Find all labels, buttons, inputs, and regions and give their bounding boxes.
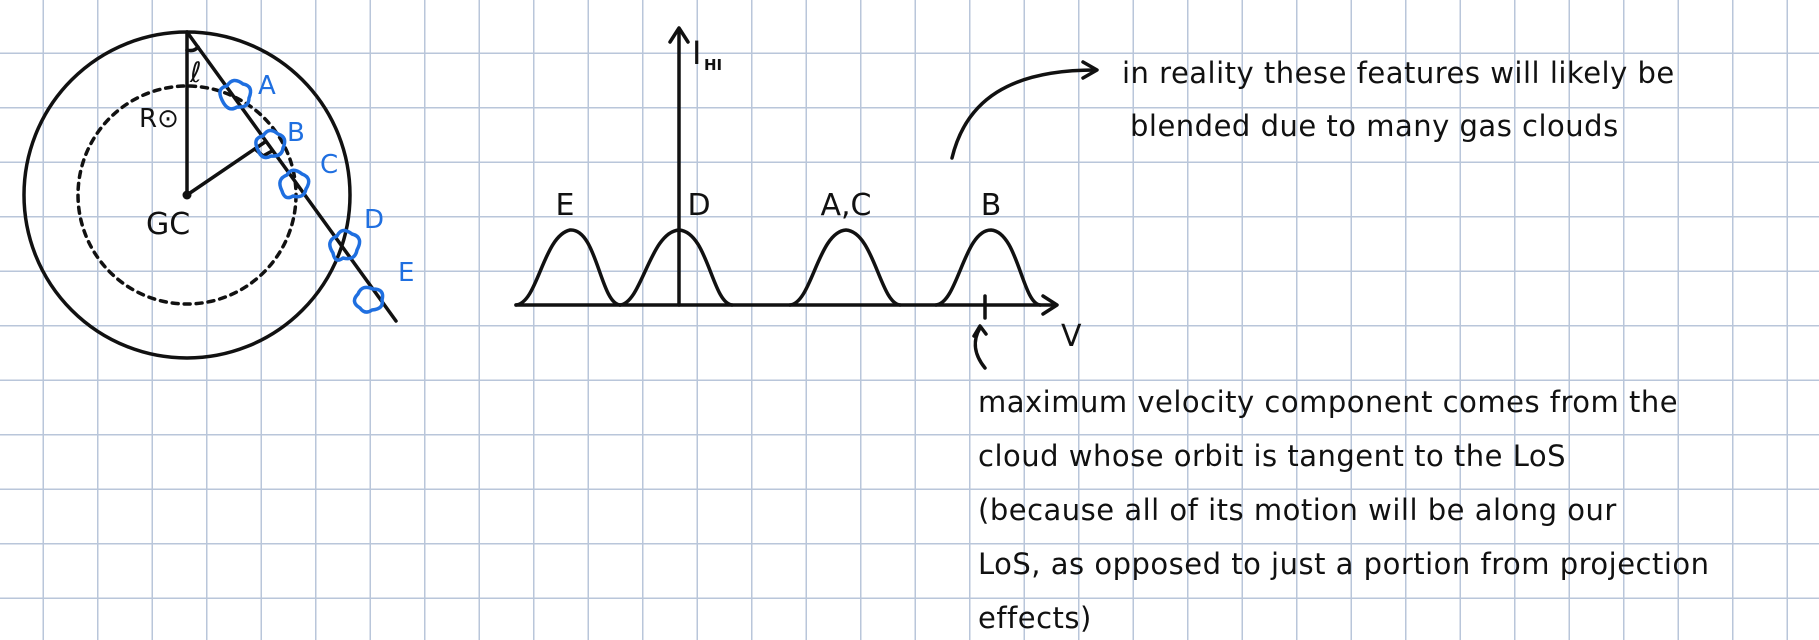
longitude-angle-label: ℓ bbox=[189, 56, 202, 89]
peak-d bbox=[618, 228, 734, 307]
cloud-label-a: A bbox=[258, 71, 276, 101]
bottom-note-line-5: effects) bbox=[978, 601, 1092, 635]
peak-ac bbox=[788, 228, 902, 307]
bottom-note-line-2: cloud whose orbit is tangent to the LoS bbox=[978, 439, 1566, 473]
galaxy-diagram: ℓ R⊙ GC A B C D E bbox=[22, 30, 414, 360]
longitude-angle-arc bbox=[185, 45, 200, 53]
radius-label: R⊙ bbox=[139, 104, 179, 134]
tangent-radius-line bbox=[185, 140, 267, 197]
x-axis-label: V bbox=[1061, 319, 1082, 354]
gas-cloud-b bbox=[254, 128, 287, 160]
peak-label-ac: A,C bbox=[820, 188, 871, 223]
hi-spectrum-plot: I HI V E D A,C B bbox=[514, 26, 1082, 370]
galactic-center-label: GC bbox=[146, 207, 190, 242]
cloud-label-e: E bbox=[398, 258, 414, 288]
blending-note-arrow bbox=[950, 60, 1099, 160]
bottom-note-line-1: maximum velocity component comes from th… bbox=[978, 385, 1678, 419]
cloud-label-b: B bbox=[287, 118, 305, 148]
peak-label-b: B bbox=[981, 188, 1002, 223]
gas-cloud-e bbox=[352, 285, 385, 314]
peak-e bbox=[514, 228, 622, 307]
y-axis-arrowhead bbox=[668, 26, 690, 44]
peak-label-e: E bbox=[556, 188, 575, 223]
max-velocity-pointer-arrowhead bbox=[972, 324, 988, 338]
x-axis-arrowhead bbox=[1041, 294, 1059, 316]
gas-cloud-a bbox=[218, 78, 253, 111]
galactic-center-dot bbox=[182, 190, 192, 200]
bottom-note-line-3: (because all of its motion will be along… bbox=[978, 493, 1617, 527]
y-axis-label: I bbox=[692, 34, 701, 72]
top-note-line-1: in reality these features will likely be bbox=[1122, 56, 1675, 90]
top-note: in reality these features will likely be… bbox=[1122, 56, 1675, 143]
line-of-sight bbox=[185, 30, 398, 323]
y-axis-subscript: HI bbox=[704, 56, 722, 74]
cloud-label-c: C bbox=[320, 150, 338, 180]
peak-b bbox=[934, 228, 1042, 307]
top-note-line-2: blended due to many gas clouds bbox=[1130, 109, 1619, 143]
gas-cloud-c bbox=[278, 168, 311, 200]
cloud-label-d: D bbox=[364, 205, 384, 235]
bottom-note-line-4: LoS, as opposed to just a portion from p… bbox=[978, 547, 1710, 581]
bottom-note: maximum velocity component comes from th… bbox=[978, 385, 1710, 635]
gas-cloud-d bbox=[328, 228, 362, 262]
peak-label-d: D bbox=[687, 188, 710, 223]
